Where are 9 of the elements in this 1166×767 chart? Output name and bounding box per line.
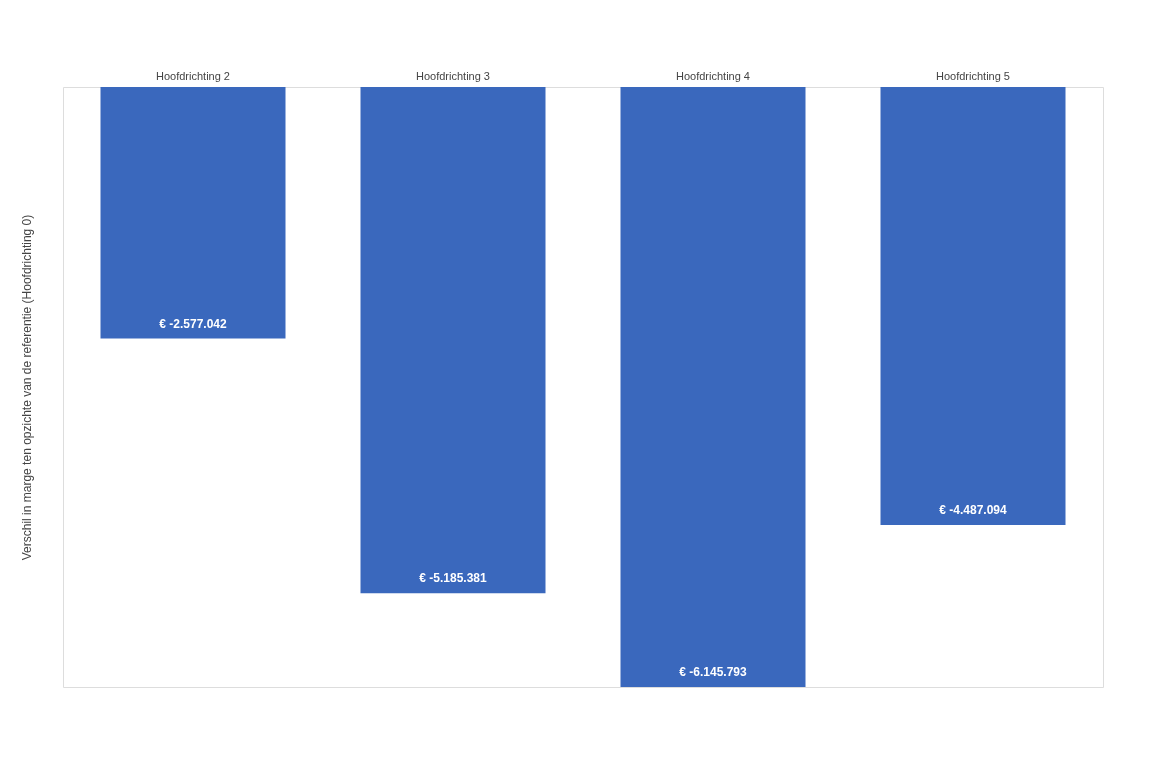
x-tick-label: Hoofdrichting 2: [156, 69, 230, 82]
x-tick-label: Hoofdrichting 4: [676, 69, 750, 82]
data-label: € -4.487.094: [939, 503, 1008, 518]
data-label: € -2.577.042: [159, 316, 228, 331]
data-label: € -6.145.793: [679, 665, 748, 679]
x-tick-label: Hoofdrichting 3: [416, 69, 490, 82]
data-label: € -5.185.381: [419, 571, 488, 586]
x-tick-label: Hoofdrichting 5: [936, 69, 1010, 82]
y-axis-title: Verschil in marge ten opzichte van de referentie (Hoofdrichting 0): [19, 214, 34, 561]
